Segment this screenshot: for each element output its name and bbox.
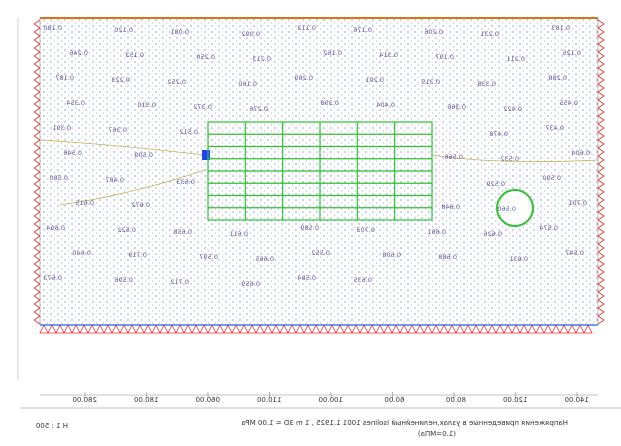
scale-label: 140.00	[565, 396, 590, 404]
stress-label: 0.546	[63, 149, 82, 157]
scale-label: 60.00	[384, 396, 404, 404]
stress-label: 0.580	[49, 174, 68, 182]
stress-label: 0.648	[441, 203, 460, 211]
stress-label: 0.522	[117, 226, 136, 234]
stress-label: 0.608	[382, 251, 401, 259]
stress-label: 0.269	[294, 74, 313, 82]
stress-label: 0.589	[300, 224, 319, 232]
stress-label: 0.604	[571, 149, 590, 157]
stress-label: 0.288	[548, 74, 567, 82]
stress-label: 0.422	[503, 105, 522, 113]
stress-label: 0.092	[241, 30, 260, 38]
stress-label: 0.437	[545, 124, 564, 132]
stress-label: 0.574	[539, 224, 558, 232]
scale-label: 280.00	[73, 396, 98, 404]
stress-label: 0.640	[72, 249, 91, 257]
stress-label: 0.176	[353, 26, 372, 34]
stress-label: 0.633	[176, 178, 195, 186]
footer-text: Напряжения приведенные в узлах,нелинейны…	[241, 419, 568, 427]
stress-label: 0.120	[114, 26, 133, 34]
stress-label: 0.596	[114, 276, 133, 284]
stress-label: 0.590	[542, 174, 561, 182]
stress-label: 0.310	[137, 101, 156, 109]
stress-label: 0.688	[438, 253, 457, 261]
stress-label: 0.206	[424, 28, 443, 36]
stress-label: 0.626	[483, 230, 502, 238]
scale-label: 060.00	[196, 396, 221, 404]
stress-label: 0.658	[173, 228, 192, 236]
footer-text: (1.0=МПа)	[418, 430, 456, 438]
stress-label: 0.250	[196, 53, 215, 61]
stress-label: 0.560	[497, 205, 516, 213]
stress-label: 0.197	[435, 53, 454, 61]
stress-label: 0.372	[193, 103, 212, 111]
stress-label: 0.611	[229, 230, 248, 238]
stress-label: 0.694	[46, 224, 65, 232]
stress-label: 0.455	[559, 99, 578, 107]
stress-label: 0.701	[568, 199, 587, 207]
stress-label: 0.532	[500, 155, 519, 163]
stress-label: 0.367	[108, 126, 127, 134]
stress-label: 0.391	[52, 124, 71, 132]
scale-label: 80.00	[446, 396, 466, 404]
stress-label: 0.478	[489, 130, 508, 138]
stress-label: 0.404	[376, 101, 395, 109]
stress-label: 0.512	[179, 128, 198, 136]
stress-label: 0.180	[43, 24, 62, 32]
stress-label: 0.665	[255, 255, 274, 263]
stress-label: 0.223	[111, 76, 130, 84]
stress-label: 0.113	[297, 24, 316, 32]
stress-label: 0.566	[444, 153, 463, 161]
stress-label: 0.703	[356, 226, 375, 234]
stress-label: 0.246	[69, 49, 88, 57]
stress-label: 0.231	[480, 30, 499, 38]
stress-label: 0.211	[506, 55, 525, 63]
stress-label: 0.712	[170, 278, 189, 286]
stress-label: 0.160	[238, 80, 257, 88]
stress-label: 0.673	[43, 274, 62, 282]
stress-label: 0.162	[323, 49, 342, 57]
scale-marker: H 1 : 500	[36, 422, 68, 430]
stress-label: 0.672	[131, 201, 150, 209]
stress-label: 0.529	[486, 180, 505, 188]
scale-label: 120.00	[503, 396, 528, 404]
stress-label: 0.719	[128, 251, 147, 259]
stress-label: 0.659	[241, 280, 260, 288]
stress-label: 0.338	[477, 80, 496, 88]
stress-label: 0.314	[379, 51, 398, 59]
stress-label: 0.125	[562, 49, 581, 57]
stress-label: 0.183	[551, 24, 570, 32]
stress-label: 0.487	[105, 176, 124, 184]
stress-label: 0.153	[125, 51, 144, 59]
scale-label: 110.00	[257, 396, 282, 404]
scale-label: 180.00	[134, 396, 159, 404]
stress-label: 0.635	[353, 276, 372, 284]
stress-label: 0.681	[427, 228, 446, 236]
stress-label: 0.398	[320, 99, 339, 107]
stress-label: 0.597	[199, 253, 218, 261]
stress-label: 0.584	[297, 274, 316, 282]
stress-label: 0.366	[447, 103, 466, 111]
screenshot: 0.180 0.120 0.081 0.092 0.113 0.176 0.206 0.231…	[0, 0, 621, 446]
stress-label: 0.252	[167, 78, 186, 86]
stress-label: 0.509	[134, 151, 153, 159]
stress-label: 0.291	[365, 76, 384, 84]
stress-label: 0.081	[170, 28, 189, 36]
stress-label: 0.315	[421, 78, 440, 86]
stress-label: 0.213	[252, 55, 271, 63]
stress-label: 0.552	[311, 249, 330, 257]
scale-label: 100.00	[319, 396, 344, 404]
stress-label: 0.187	[55, 74, 74, 82]
stress-label: 0.631	[509, 255, 528, 263]
stress-label: 0.276	[249, 105, 268, 113]
stress-label: 0.547	[565, 249, 584, 257]
stress-label: 0.615	[75, 199, 94, 207]
stress-label: 0.354	[66, 99, 85, 107]
